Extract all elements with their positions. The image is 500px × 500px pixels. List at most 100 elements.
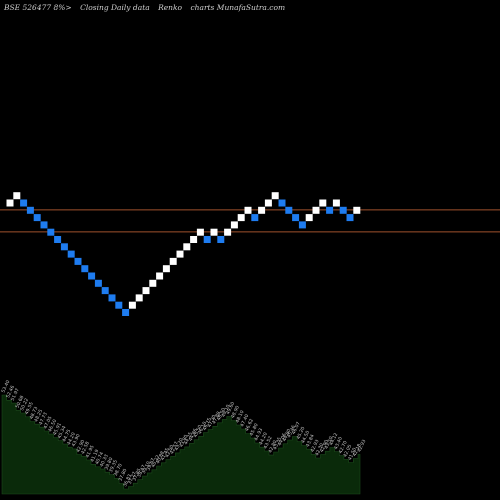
volume-value-label: 48.50 [216, 407, 227, 422]
volume-value-label: 42.18 [352, 443, 363, 458]
down-brick [251, 214, 259, 222]
description-label: Closing Daily data [80, 3, 150, 12]
down-brick [26, 206, 34, 214]
volume-value-label: 41.19 [89, 449, 100, 464]
volume-value-label: 50.22 [19, 397, 30, 412]
volume-value-label: 42.93 [356, 439, 367, 454]
up-brick [258, 206, 266, 214]
up-brick [169, 257, 177, 265]
volume-value-label: 42.00 [164, 444, 175, 459]
up-brick [183, 243, 191, 251]
down-brick [54, 236, 62, 243]
down-brick [108, 294, 116, 302]
up-brick [271, 192, 279, 200]
volume-value-label: 47.73 [38, 412, 49, 427]
volume-value-label: 45.91 [52, 422, 63, 437]
volume-value-label: 44.86 [188, 428, 199, 443]
down-brick [60, 243, 68, 251]
volume-value-label: 40.33 [99, 453, 110, 468]
volume-value-label: 36.83 [122, 473, 133, 488]
volume-value-label: 42.93 [310, 439, 321, 454]
up-brick [196, 228, 204, 236]
volume-area [1, 394, 361, 495]
up-brick [162, 265, 170, 273]
volume-value-label: 48.25 [33, 409, 44, 424]
volume-value-label: 44.12 [328, 432, 339, 447]
volume-value-label: 43.52 [263, 435, 274, 450]
down-brick [88, 272, 96, 280]
down-brick [122, 309, 130, 316]
down-brick [67, 250, 75, 258]
volume-value-label: 50.68 [14, 395, 25, 410]
volume-value-label: 42.70 [338, 440, 349, 455]
volume-panel: 53.4052.4651.9750.6850.2249.5548.7348.25… [0, 379, 367, 495]
up-brick [190, 236, 198, 243]
volume-value-label: 44.80 [281, 428, 292, 443]
volume-value-label: 39.10 [141, 460, 152, 475]
volume-value-label: 49.55 [24, 401, 35, 416]
volume-value-label: 42.90 [319, 439, 330, 454]
volume-value-label: 51.97 [10, 387, 21, 402]
volume-value-label: 43.20 [174, 437, 185, 452]
down-brick [33, 214, 41, 222]
symbol-label: BSE 526477 8%> [4, 3, 72, 12]
up-brick [128, 301, 136, 309]
volume-value-label: 46.75 [202, 417, 213, 432]
volume-value-label: 47.88 [211, 411, 222, 426]
volume-value-label: 44.20 [66, 432, 77, 447]
volume-value-label: 45.46 [286, 424, 297, 439]
down-brick [326, 206, 334, 214]
volume-value-label: 39.35 [108, 459, 119, 474]
volume-value-label: 42.30 [314, 442, 325, 457]
up-brick [149, 279, 157, 287]
down-brick [339, 206, 347, 214]
volume-value-label: 42.57 [169, 441, 180, 456]
volume-value-label: 44.50 [300, 430, 311, 445]
volume-value-label: 43.50 [324, 436, 335, 451]
volume-value-label: 48.73 [28, 406, 39, 421]
volume-value-label: 43.35 [272, 436, 283, 451]
down-brick [20, 199, 28, 207]
down-brick [278, 199, 286, 207]
down-brick [285, 206, 293, 214]
down-brick [101, 287, 109, 295]
volume-value-label: 47.40 [239, 413, 250, 428]
volume-value-label: 41.50 [347, 447, 358, 462]
volume-value-label: 38.70 [113, 463, 124, 478]
volume-value-label: 37.27 [127, 471, 138, 486]
volume-value-label: 44.06 [277, 432, 288, 447]
volume-value-label: 53.40 [0, 379, 11, 394]
up-brick [6, 199, 14, 207]
up-brick [305, 214, 313, 222]
volume-value-label: 40.88 [155, 450, 166, 465]
volume-value-label: 47.05 [43, 415, 54, 430]
volume-value-label: 45.20 [295, 426, 306, 441]
up-brick [230, 221, 238, 229]
chart-type-label: Renko [158, 3, 183, 12]
volume-value-label: 45.80 [249, 422, 260, 437]
volume-value-label: 49.60 [225, 401, 236, 416]
bricks-layer [6, 192, 361, 316]
volume-value-label: 40.22 [150, 454, 161, 469]
volume-value-label: 44.93 [253, 427, 264, 442]
up-brick [353, 206, 361, 214]
volume-value-label: 46.62 [244, 418, 255, 433]
down-brick [217, 236, 225, 243]
up-brick [176, 250, 184, 258]
volume-value-label: 44.20 [258, 432, 269, 447]
volume-value-label: 40.74 [94, 451, 105, 466]
up-brick [332, 199, 340, 207]
up-brick [312, 206, 320, 214]
volume-value-label: 48.90 [230, 405, 241, 420]
volume-value-label: 44.75 [61, 428, 72, 443]
up-brick [224, 228, 232, 236]
volume-value-label: 43.90 [71, 433, 82, 448]
down-brick [115, 301, 123, 309]
volume-value-label: 48.10 [235, 409, 246, 424]
volume-value-label: 42.58 [80, 441, 91, 456]
up-brick [135, 294, 143, 302]
down-brick [298, 221, 306, 229]
volume-value-label: 37.85 [132, 468, 143, 483]
